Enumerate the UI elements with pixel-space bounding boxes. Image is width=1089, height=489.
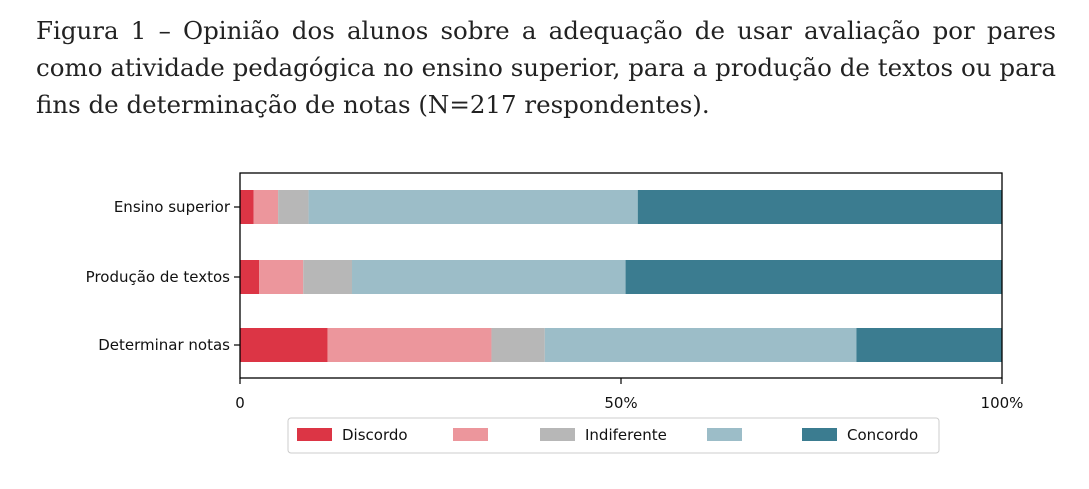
bars-layer xyxy=(240,190,1002,362)
legend: Discordo Indiferente Concordo xyxy=(287,417,940,454)
bar-producao-de-textos-concordo-parcialmente xyxy=(352,260,626,294)
bar-determinar-notas-indiferente xyxy=(491,328,545,362)
legend-label-concordo: Concordo xyxy=(847,426,918,444)
bar-producao-de-textos-discordo-parcialmente xyxy=(259,260,304,294)
bar-producao-de-textos-discordo xyxy=(240,260,260,294)
bar-determinar-notas-concordo xyxy=(856,328,1002,362)
legend-box xyxy=(287,417,940,454)
bar-producao-de-textos-indiferente xyxy=(303,260,353,294)
bar-ensino-superior-discordo xyxy=(240,190,254,224)
bar-ensino-superior-concordo-parcialmente xyxy=(308,190,638,224)
legend-swatch-concordo-parcialmente xyxy=(707,428,742,441)
legend-swatch-discordo-parcialmente xyxy=(453,428,488,441)
y-tick-label-determinar-notas: Determinar notas xyxy=(98,336,230,354)
legend-label-indiferente: Indiferente xyxy=(585,426,667,444)
bar-determinar-notas-discordo xyxy=(240,328,328,362)
legend-swatch-indiferente xyxy=(540,428,575,441)
y-tick-label-producao-de-textos: Produção de textos xyxy=(86,268,231,286)
x-tick-label-50: 50% xyxy=(604,394,637,412)
bar-ensino-superior-indiferente xyxy=(278,190,309,224)
legend-swatch-concordo xyxy=(802,428,837,441)
legend-swatch-discordo xyxy=(297,428,332,441)
bar-ensino-superior-discordo-parcialmente xyxy=(253,190,279,224)
bar-ensino-superior-concordo xyxy=(637,190,1002,224)
figure-caption: Figura 1 – Opinião dos alunos sobre a ad… xyxy=(36,16,1056,119)
legend-label-discordo: Discordo xyxy=(342,426,408,444)
bar-determinar-notas-discordo-parcialmente xyxy=(327,328,492,362)
y-tick-label-ensino-superior: Ensino superior xyxy=(114,198,231,216)
bar-producao-de-textos-concordo xyxy=(625,260,1002,294)
x-tick-label-0: 0 xyxy=(235,394,245,412)
bar-determinar-notas-concordo-parcialmente xyxy=(544,328,857,362)
ticks-layer: Ensino superior Produção de textos Determi… xyxy=(86,198,1024,412)
x-tick-label-100: 100% xyxy=(981,394,1024,412)
